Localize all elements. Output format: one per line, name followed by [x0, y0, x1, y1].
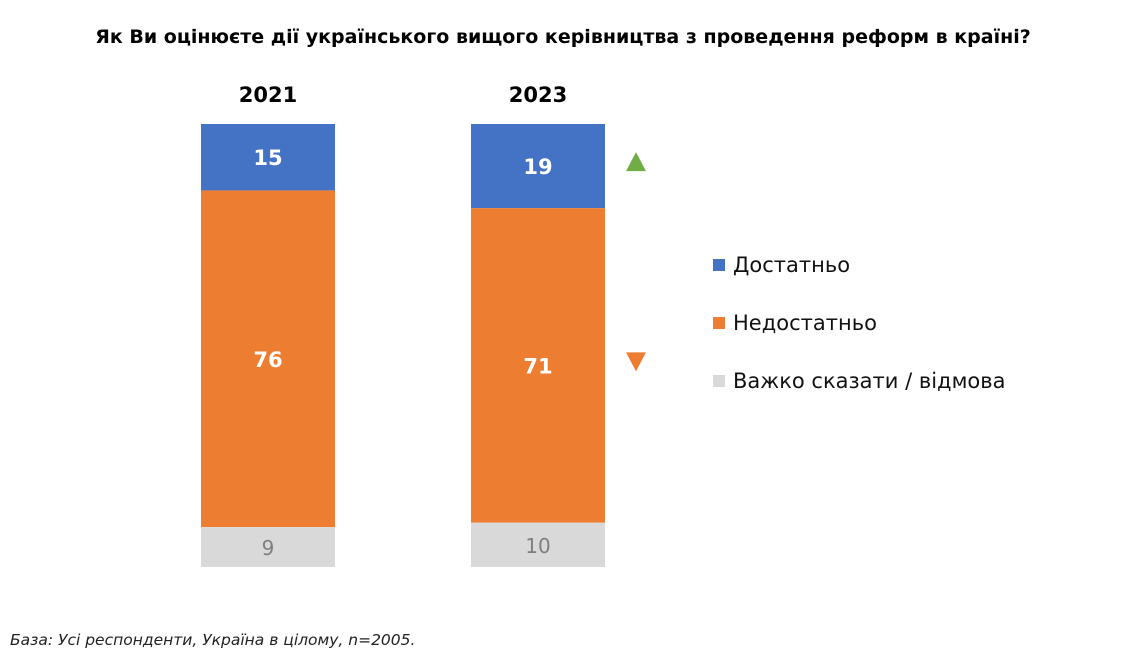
footnote: База: Усі респонденти, Україна в цілому,…	[10, 631, 416, 649]
legend-label: Достатньо	[733, 252, 851, 277]
stacked-bar-chart: 2021 15 76 9 2023 19 71 10	[201, 83, 646, 567]
data-label: 76	[253, 348, 282, 372]
legend-label: Важко сказати / відмова	[733, 368, 1006, 393]
legend: Достатньо Недостатньо Важко сказати / відм…	[713, 250, 1006, 424]
bar-segment	[201, 190, 335, 528]
data-label: 9	[262, 536, 275, 560]
bar-segment	[471, 124, 605, 209]
legend-item: Важко сказати / відмова	[713, 366, 1006, 395]
bar-segment	[471, 522, 605, 567]
legend-swatch	[713, 258, 725, 271]
data-label: 71	[523, 354, 552, 378]
legend-item: Достатньо	[713, 250, 1006, 279]
up-arrow-icon	[626, 152, 646, 172]
bar-segment	[201, 124, 335, 191]
bar-segment	[471, 208, 605, 523]
legend-label: Недостатньо	[733, 310, 877, 335]
legend-swatch	[713, 316, 725, 329]
down-arrow-icon	[626, 352, 646, 372]
legend-item: Недостатньо	[713, 308, 1006, 337]
legend-swatch	[713, 374, 725, 387]
category-label: 2021	[239, 83, 297, 107]
data-label: 10	[525, 534, 550, 558]
bar-segment	[201, 527, 335, 567]
category-label: 2023	[509, 83, 567, 107]
data-label: 15	[253, 146, 282, 170]
chart-title: Як Ви оцінюєте дії українського вищого к…	[95, 26, 1031, 48]
data-label: 19	[523, 155, 552, 179]
